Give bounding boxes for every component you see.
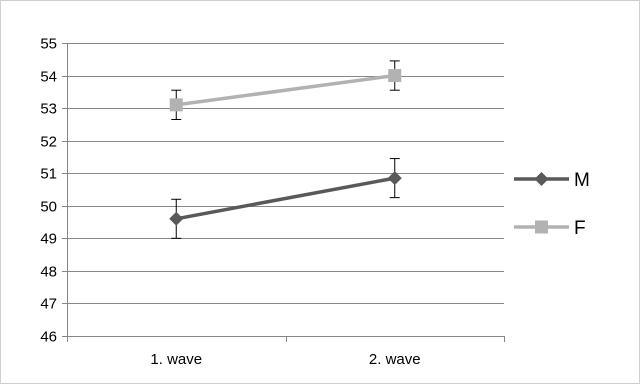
y-tick-label: 48: [40, 264, 57, 281]
y-tick-label: 55: [40, 36, 57, 53]
y-tick-label: 54: [40, 69, 57, 86]
legend-label: M: [574, 170, 590, 191]
legend-marker: [534, 172, 549, 186]
y-tick-label: 50: [40, 199, 57, 216]
legend: MF: [514, 170, 590, 239]
legend-marker: [535, 220, 548, 234]
data-point: [169, 98, 183, 112]
series-F: [169, 60, 402, 121]
series-line: [176, 73, 395, 107]
series-M: [169, 158, 402, 239]
y-tick-label: 53: [40, 101, 57, 118]
data-point: [387, 171, 402, 186]
legend-item-M: M: [514, 170, 590, 191]
x-tick-label: 2. wave: [369, 351, 421, 368]
y-tick-label: 49: [40, 231, 57, 248]
y-tick-label: 47: [40, 296, 57, 313]
series-line: [175, 176, 396, 221]
data-point: [169, 211, 184, 226]
data-point: [388, 69, 402, 83]
legend-item-F: F: [514, 218, 586, 239]
x-tick-label: 1. wave: [150, 351, 202, 368]
series-layer: [169, 60, 402, 239]
axes: 46 47 48 49 50 51 52 53 54 55 1. wave 2. wave: [40, 36, 505, 368]
legend-label: F: [574, 218, 586, 239]
y-tick-label: 51: [40, 166, 57, 183]
gridlines: [62, 43, 504, 337]
y-tick-label: 52: [40, 134, 57, 151]
y-tick-label: 46: [40, 329, 57, 346]
